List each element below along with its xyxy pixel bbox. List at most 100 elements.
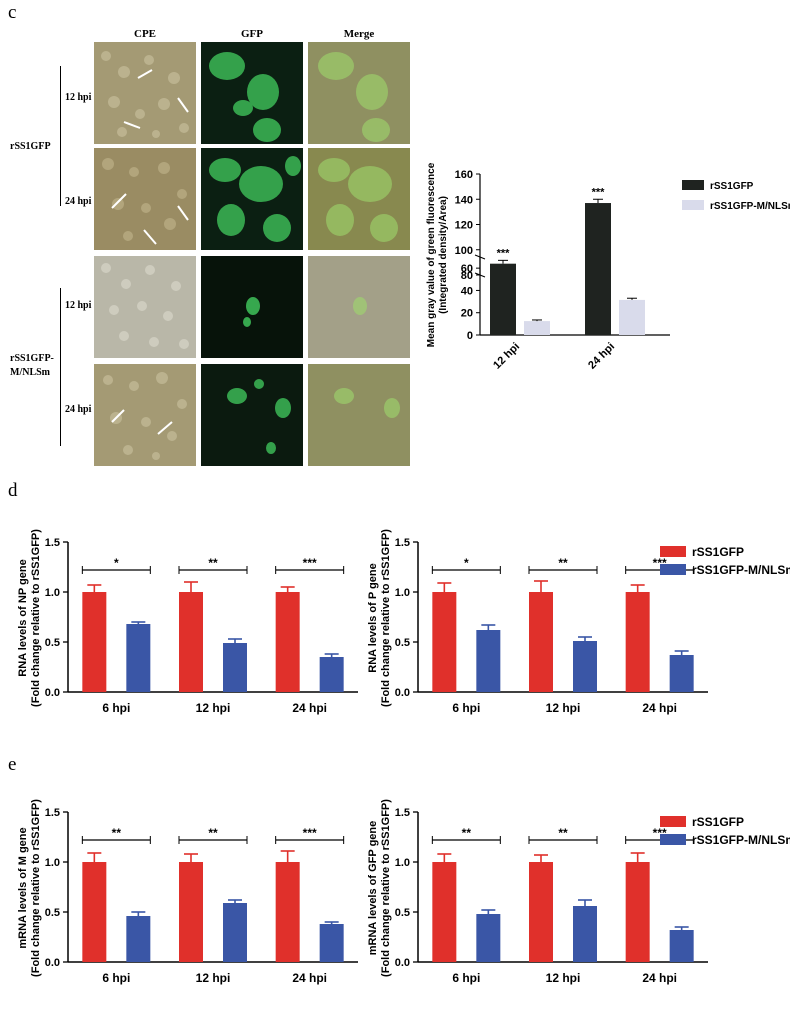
axis-break-mark xyxy=(474,254,486,260)
legend-swatch-0 xyxy=(682,180,704,190)
x-tick-label: 24 hpi xyxy=(292,971,327,985)
y-tick-label: 0 xyxy=(467,330,473,342)
significance-label: ** xyxy=(208,826,218,840)
y-axis-label: RNA levels of NP gene(Fold change relati… xyxy=(17,529,42,707)
panel-letter-c: c xyxy=(8,2,17,23)
bar-1-2 xyxy=(669,655,694,692)
significance-label: ** xyxy=(558,556,568,570)
micrograph-gfp-rss1gfp-24hpi xyxy=(201,148,303,250)
legend-label-0: rSS1GFP xyxy=(710,181,754,192)
legend-label-1: rSS1GFP-M/NLSm xyxy=(710,201,790,212)
bar-1-1 xyxy=(619,299,645,335)
y-tick-label: 0.5 xyxy=(45,637,60,649)
column-header-cpe: CPE xyxy=(134,28,156,40)
micrograph-merge-mutant-24hpi xyxy=(308,364,410,466)
legend-label-1: rSS1GFP-M/NLSm xyxy=(692,563,790,577)
y-tick-label: 0.0 xyxy=(45,687,60,699)
x-tick-label: 24 hpi xyxy=(292,701,327,715)
y-tick-label: 1.5 xyxy=(45,537,60,549)
legend-swatch-1 xyxy=(660,834,686,845)
significance-label: *** xyxy=(303,826,317,840)
row-label-12hpi-a: 12 hpi xyxy=(65,92,92,103)
y-tick-label: 0.0 xyxy=(395,957,410,969)
y-tick-label: 0.5 xyxy=(395,637,410,649)
bar-0-1 xyxy=(529,862,553,962)
x-tick-label: 12 hpi xyxy=(546,971,581,985)
legend-swatch-1 xyxy=(660,564,686,575)
y-tick-label: 1.0 xyxy=(45,857,60,869)
y-tick-label: 60 xyxy=(461,263,473,275)
panel-letter-d: d xyxy=(8,480,18,501)
y-tick-label: 0.5 xyxy=(45,907,60,919)
micrograph-merge-rss1gfp-24hpi xyxy=(308,148,410,250)
panel-letter-e: e xyxy=(8,754,17,775)
micrograph-gfp-rss1gfp-12hpi xyxy=(201,42,303,144)
y-tick-label: 100 xyxy=(455,245,473,257)
bar-1-0 xyxy=(126,624,151,692)
significance-label: *** xyxy=(303,556,317,570)
bar-1-1 xyxy=(223,643,247,692)
legend-label-1: rSS1GFP-M/NLSm xyxy=(692,833,790,847)
bar-1-0 xyxy=(126,916,151,962)
significance-label: *** xyxy=(497,247,511,259)
x-tick-label: 12 hpi xyxy=(491,341,522,372)
legend-swatch-1 xyxy=(682,200,704,210)
y-tick-label: 0.5 xyxy=(395,907,410,919)
y-axis-label: mRNA levels of M gene(Fold change relati… xyxy=(17,799,42,977)
bar-0-0 xyxy=(432,862,457,962)
micrograph-cpe-rss1gfp-12hpi xyxy=(94,42,196,144)
y-tick-label: 0.0 xyxy=(395,687,410,699)
bar-1-1 xyxy=(573,906,597,962)
bar-1-0 xyxy=(476,914,501,962)
y-tick-label: 40 xyxy=(461,285,473,297)
y-tick-label: 160 xyxy=(455,169,473,181)
column-header-gfp: GFP xyxy=(241,28,263,40)
significance-label: ** xyxy=(462,826,472,840)
row-label-12hpi-b: 12 hpi xyxy=(65,300,92,311)
y-tick-label: 80 xyxy=(461,270,473,282)
bar-1-2 xyxy=(319,657,344,692)
y-tick-label: 120 xyxy=(455,220,473,232)
group-bracket-1 xyxy=(60,66,61,206)
y-axis-label: Mean gray value of green fluorescence(In… xyxy=(426,162,449,347)
bar-1-1 xyxy=(223,903,247,962)
column-header-merge: Merge xyxy=(343,28,375,40)
bar-1-2 xyxy=(669,930,694,962)
y-tick-label: 140 xyxy=(455,194,473,206)
x-tick-label: 6 hpi xyxy=(102,701,130,715)
y-tick-label: 20 xyxy=(461,308,473,320)
x-tick-label: 12 hpi xyxy=(196,701,231,715)
bar-0-2 xyxy=(275,862,300,962)
row-label-24hpi-a: 24 hpi xyxy=(65,196,92,207)
bar-0-0 xyxy=(82,862,107,962)
significance-label: * xyxy=(114,556,119,570)
bar-0-0 xyxy=(432,592,457,692)
bar-0-1 xyxy=(585,203,611,275)
significance-label: ** xyxy=(112,826,122,840)
group-label-rss1gfp-m-nlsm: rSS1GFP- M/NLSm xyxy=(10,353,54,378)
significance-label: * xyxy=(464,556,469,570)
y-tick-label: 1.5 xyxy=(395,807,410,819)
significance-label: ** xyxy=(558,826,568,840)
bar-0-1 xyxy=(529,592,553,692)
x-tick-label: 6 hpi xyxy=(102,971,130,985)
x-tick-label: 24 hpi xyxy=(586,341,617,372)
x-tick-label: 24 hpi xyxy=(642,701,677,715)
y-tick-label: 0.0 xyxy=(45,957,60,969)
group-bracket-2 xyxy=(60,288,61,446)
y-axis-label: mRNA levels of GFP gene(Fold change rela… xyxy=(367,799,392,977)
y-tick-label: 1.5 xyxy=(45,807,60,819)
legend-label-0: rSS1GFP xyxy=(692,545,744,559)
bar-0-0 xyxy=(82,592,107,692)
legend-label-0: rSS1GFP xyxy=(692,815,744,829)
bar-0-1 xyxy=(179,862,203,962)
chart-m-gene: 0.0 0.5 1.0 1.5 ** 6 hpi ** 12 hpi *** 24 hpi mRNA… xyxy=(17,799,358,985)
row-label-24hpi-b: 24 hpi xyxy=(65,404,92,415)
significance-label: ** xyxy=(208,556,218,570)
legend-swatch-0 xyxy=(660,546,686,557)
y-axis-label: RNA levels of P gene(Fold change relativ… xyxy=(367,529,392,707)
chart-gfp-gene: 0.00.51.01.5**6 hpi**12 hpi***24 hpimRNA… xyxy=(367,799,790,985)
x-tick-label: 12 hpi xyxy=(196,971,231,985)
